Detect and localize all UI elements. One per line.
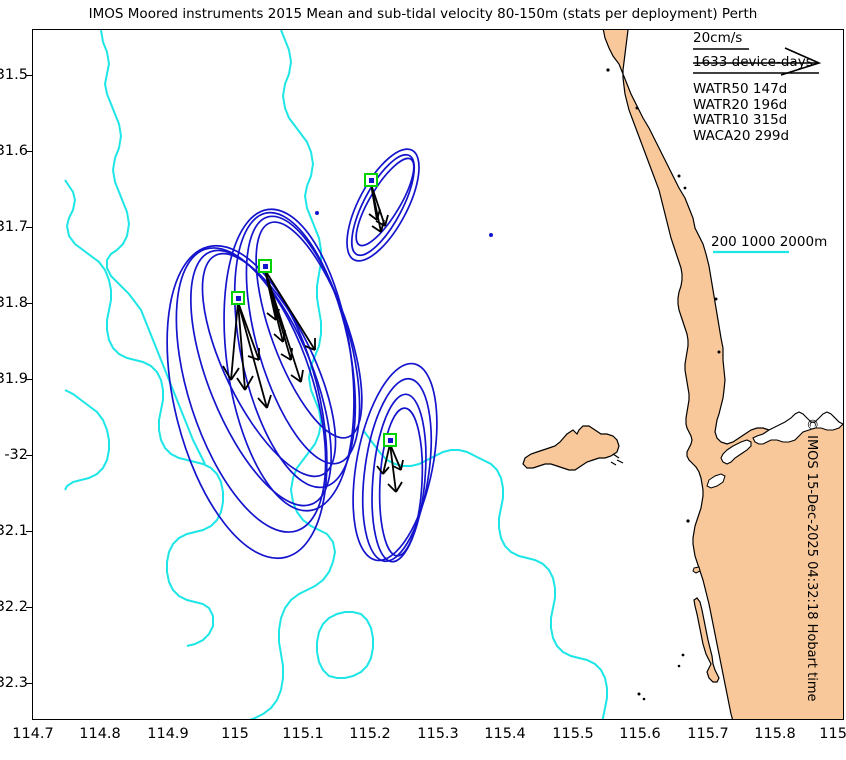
ocean-speck [686, 519, 690, 523]
garden-island [693, 597, 720, 683]
y-tick-mark [26, 531, 33, 532]
coastal-speck [677, 174, 681, 178]
rottnest-reef-marks [610, 453, 624, 466]
y-tick-label: -32.3 [0, 675, 28, 691]
station-dot-watr20 [263, 264, 268, 269]
y-tick-label: -31.6 [0, 143, 28, 159]
device-list: WATR50 147d WATR20 196d WATR10 315d WACA… [693, 81, 790, 144]
variance-ellipses-watr10 [346, 148, 420, 262]
station-markers[interactable] [231, 173, 397, 447]
device-days-label: 1633 device-days [693, 54, 813, 70]
y-tick-mark [26, 227, 33, 228]
contour-2000m [100, 30, 206, 465]
x-tick-label: 115 [221, 726, 249, 742]
y-tick-label: -31.9 [0, 371, 28, 387]
contour-200m-south [362, 429, 608, 719]
page-title: IMOS Moored instruments 2015 Mean and su… [88, 6, 758, 22]
contour-legend-label: 200 1000 2000m [711, 234, 828, 250]
contour-lobe [316, 611, 374, 679]
x-tick-label: 115.9 [819, 726, 846, 742]
device-entry: WATR20 196d [693, 96, 788, 113]
y-tick-mark [26, 303, 33, 304]
y-tick-mark [26, 379, 33, 380]
contour-200m-upper [64, 389, 110, 491]
small-island-speck [692, 566, 701, 574]
estuary-arm [720, 439, 752, 465]
station-dot-watr10 [369, 178, 374, 183]
ocean-speck [637, 692, 641, 696]
y-tick-mark [26, 455, 33, 456]
x-tick-label: 114.9 [147, 726, 189, 742]
device-entry: WATR50 147d [693, 81, 788, 97]
station-dot-waca20 [388, 438, 393, 443]
y-tick-mark [26, 683, 33, 684]
scale-legend-label: 20cm/s [693, 30, 743, 46]
variance-ellipses-waca20 [352, 362, 438, 563]
y-tick-label: -32.1 [0, 523, 28, 539]
x-tick-label: 115.6 [619, 726, 661, 742]
device-entry: WATR10 315d [693, 112, 788, 128]
x-tick-label: 115.5 [552, 726, 594, 742]
coastal-notch [706, 473, 726, 489]
y-tick-label: -31.5 [0, 67, 28, 83]
x-tick-label: 114.7 [12, 726, 54, 742]
x-tick-label: 115.3 [417, 726, 459, 742]
variance-ellipses-watr20 [223, 208, 363, 512]
coastal-speck [717, 350, 721, 354]
x-tick-label: 115.8 [754, 726, 796, 742]
x-tick-label: 115.2 [349, 726, 391, 742]
y-tick-label: -32.2 [0, 599, 28, 615]
contour-1000m [64, 179, 224, 647]
station-dot-watr50 [236, 296, 241, 301]
coastal-speck [635, 106, 639, 110]
map-canvas [64, 30, 843, 719]
map-plot-area [32, 29, 844, 720]
ocean-speck [642, 697, 646, 701]
coastal-speck [606, 68, 610, 72]
scale-arrow [693, 47, 822, 76]
x-tick-label: 115.4 [484, 726, 526, 742]
y-tick-label: -31.7 [0, 219, 28, 235]
coastal-speck [714, 297, 718, 301]
y-tick-label: -32 [4, 447, 28, 463]
x-tick-label: 114.8 [79, 726, 121, 742]
copyright-notice: © IMOS 15-Dec-2025 04:32:18 Hobart time [804, 418, 819, 702]
y-tick-mark [26, 75, 33, 76]
x-tick-label: 115.1 [282, 726, 324, 742]
contour-200m [249, 30, 337, 719]
y-tick-mark [26, 151, 33, 152]
swan-river-inlet [752, 411, 843, 445]
coastal-speck [681, 653, 685, 657]
rottnest-island [522, 425, 620, 471]
y-tick-mark [26, 607, 33, 608]
coastal-speck [677, 664, 681, 668]
device-entry: WACA20 299d [693, 127, 790, 144]
x-tick-label: 115.7 [687, 726, 729, 742]
offshore-site-dot [489, 233, 493, 237]
y-tick-label: -31.8 [0, 295, 28, 311]
offshore-site-dot [315, 211, 319, 215]
velocity-arrows [222, 183, 404, 493]
coastal-speck [683, 186, 687, 190]
